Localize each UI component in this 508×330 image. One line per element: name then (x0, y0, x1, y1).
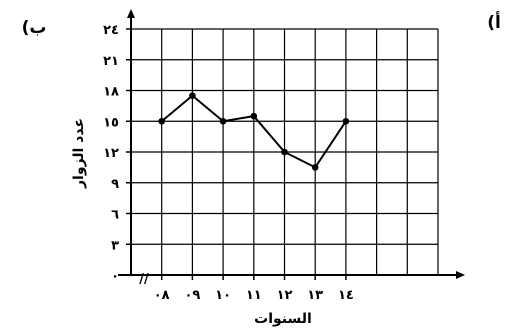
data-series (158, 92, 350, 171)
y-tick-label: ٣ (111, 238, 119, 253)
x-tick-label: ١٤ (338, 288, 354, 303)
data-point (342, 117, 350, 125)
data-point (250, 112, 258, 120)
x-tick-label: ٠٩ (184, 288, 200, 303)
data-point (189, 92, 196, 99)
x-axis-arrow (456, 271, 465, 279)
data-point (281, 148, 288, 156)
y-tick-label: ١٢ (103, 146, 119, 161)
data-point (311, 164, 319, 171)
x-tick-label: ٠٨ (154, 288, 170, 303)
data-point (158, 117, 165, 125)
x-tick-label: ١١ (246, 288, 262, 303)
y-tick-label: ١٥ (103, 115, 119, 130)
x-tick-label: ١٢ (277, 288, 293, 303)
x-tick-label: ١٣ (307, 288, 323, 303)
y-tick-label: ٠ (111, 269, 119, 284)
y-tick-label: ٩ (111, 177, 119, 192)
y-tick-label: ١٨ (103, 85, 119, 100)
y-axis-arrow (127, 9, 135, 18)
chart-axes (118, 9, 465, 280)
y-tick-label: ٦ (111, 208, 119, 223)
data-point (219, 117, 227, 125)
y-axis-label: عدد الزوار (71, 118, 87, 189)
y-tick-labels: ٠ ٣ ٦ ٩ ١٢ ١٥ ١٨ ٢١ ٢٤ (103, 23, 119, 284)
y-tick-label: ٢٤ (103, 23, 119, 38)
x-axis-break-mark: // (139, 272, 149, 287)
panel-label-left: (ب (22, 18, 47, 38)
x-tick-labels: ٠٨ ٠٩ ١٠ ١١ ١٢ ١٣ ١٤ (154, 288, 354, 303)
y-tick-label: ٢١ (103, 54, 119, 69)
x-axis-label: السنوات (254, 311, 312, 327)
panel-label-right: (أ (487, 11, 501, 33)
x-tick-label: ١٠ (215, 288, 231, 303)
